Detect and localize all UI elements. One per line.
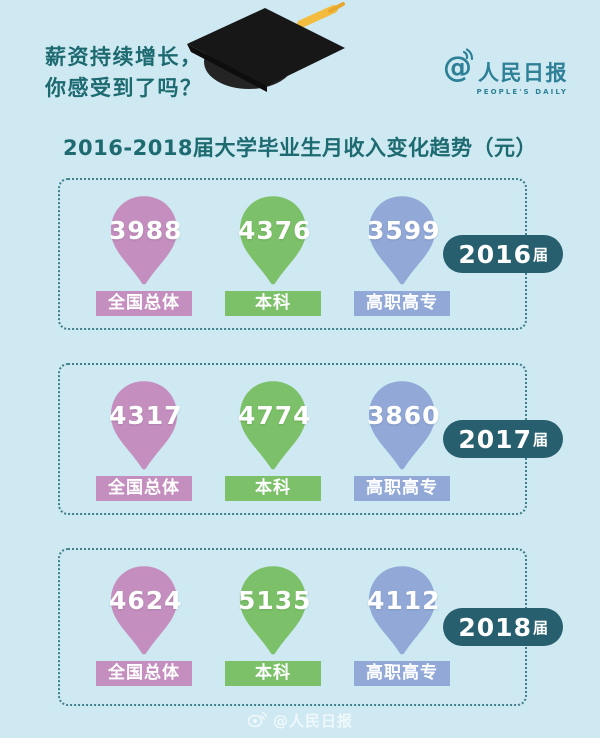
data-point: 4774 本科 <box>225 378 321 501</box>
tagline-line2: 你感受到了吗？ <box>45 76 203 100</box>
value-label: 3599 <box>367 216 441 245</box>
watermark: @人民日报 <box>0 709 600 732</box>
balloon-marker: 4112 <box>367 563 441 659</box>
brand-logo: @ 人民日报 PEOPLE'S DAILY <box>443 48 568 96</box>
year-suffix: 届 <box>532 245 548 264</box>
value-label: 4376 <box>238 216 312 245</box>
weibo-eye-icon <box>247 709 268 732</box>
category-label: 高职高专 <box>354 476 450 501</box>
year-suffix: 届 <box>532 618 548 637</box>
value-label: 3860 <box>367 401 441 430</box>
category-label: 高职高专 <box>354 291 450 316</box>
chart-title: 2016-2018届大学毕业生月收入变化趋势（元） <box>62 136 538 160</box>
year-badge-2016: 2016 届 <box>443 235 563 273</box>
year-number: 2017 <box>458 424 532 454</box>
balloon-marker: 3988 <box>109 193 183 289</box>
category-label: 全国总体 <box>96 476 192 501</box>
year-suffix: 届 <box>532 430 548 449</box>
data-point: 5135 本科 <box>225 563 321 686</box>
tagline: 薪资持续增长， 你感受到了吗？ <box>45 42 203 104</box>
data-point: 4317 全国总体 <box>96 378 192 501</box>
balloon-marker: 3599 <box>367 193 441 289</box>
tagline-line1: 薪资持续增长， <box>45 45 203 69</box>
category-label: 本科 <box>225 661 321 686</box>
balloon-marker: 5135 <box>238 563 312 659</box>
year-number: 2016 <box>458 239 532 269</box>
data-point: 3988 全国总体 <box>96 193 192 316</box>
category-label: 本科 <box>225 476 321 501</box>
balloon-marker: 4624 <box>109 563 183 659</box>
value-label: 4317 <box>109 401 183 430</box>
year-badge-2017: 2017 届 <box>443 420 563 458</box>
data-point: 3599 高职高专 <box>354 193 450 316</box>
section-2018: 4624 全国总体 5135 本科 4112 高职高专 2018 <box>58 548 563 706</box>
balloon-marker: 4317 <box>109 378 183 474</box>
data-point: 4376 本科 <box>225 193 321 316</box>
value-label: 4112 <box>367 586 441 615</box>
data-point: 4112 高职高专 <box>354 563 450 686</box>
value-label: 4774 <box>238 401 312 430</box>
value-label: 3988 <box>109 216 183 245</box>
at-speech-icon: @ <box>443 48 475 86</box>
category-label: 本科 <box>225 291 321 316</box>
balloon-marker: 4774 <box>238 378 312 474</box>
value-label: 5135 <box>238 586 312 615</box>
value-label: 4624 <box>109 586 183 615</box>
year-number: 2018 <box>458 612 532 642</box>
year-badge-2018: 2018 届 <box>443 608 563 646</box>
section-2016: 3988 全国总体 4376 本科 3599 高职高专 2016 <box>58 178 563 330</box>
data-point: 4624 全国总体 <box>96 563 192 686</box>
balloon-marker: 4376 <box>238 193 312 289</box>
brand-name: 人民日报 <box>478 61 568 85</box>
data-point: 3860 高职高专 <box>354 378 450 501</box>
category-label: 全国总体 <box>96 661 192 686</box>
watermark-text: @人民日报 <box>272 712 353 730</box>
section-2017: 4317 全国总体 4774 本科 3860 高职高专 2017 <box>58 363 563 515</box>
balloon-marker: 3860 <box>367 378 441 474</box>
category-label: 高职高专 <box>354 661 450 686</box>
graduation-cap-icon <box>181 0 353 100</box>
brand-subtitle: PEOPLE'S DAILY <box>476 88 568 96</box>
category-label: 全国总体 <box>96 291 192 316</box>
